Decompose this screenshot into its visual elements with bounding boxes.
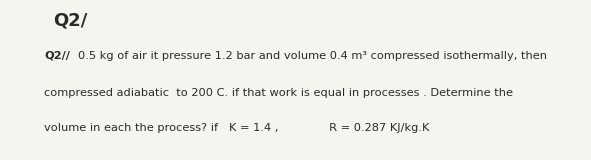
Text: 0.5 kg of air it pressure 1.2 bar and volume 0.4 m³ compressed isothermally, the: 0.5 kg of air it pressure 1.2 bar and vo… bbox=[77, 51, 547, 61]
Text: Q2//: Q2// bbox=[44, 51, 70, 61]
Text: volume in each the process? if   K = 1.4 ,              R = 0.287 KJ/kg.K: volume in each the process? if K = 1.4 ,… bbox=[44, 123, 430, 133]
Text: Q2/: Q2/ bbox=[53, 11, 87, 29]
Text: compressed adiabatic  to 200 C. if that work is equal in processes . Determine t: compressed adiabatic to 200 C. if that w… bbox=[44, 88, 514, 98]
